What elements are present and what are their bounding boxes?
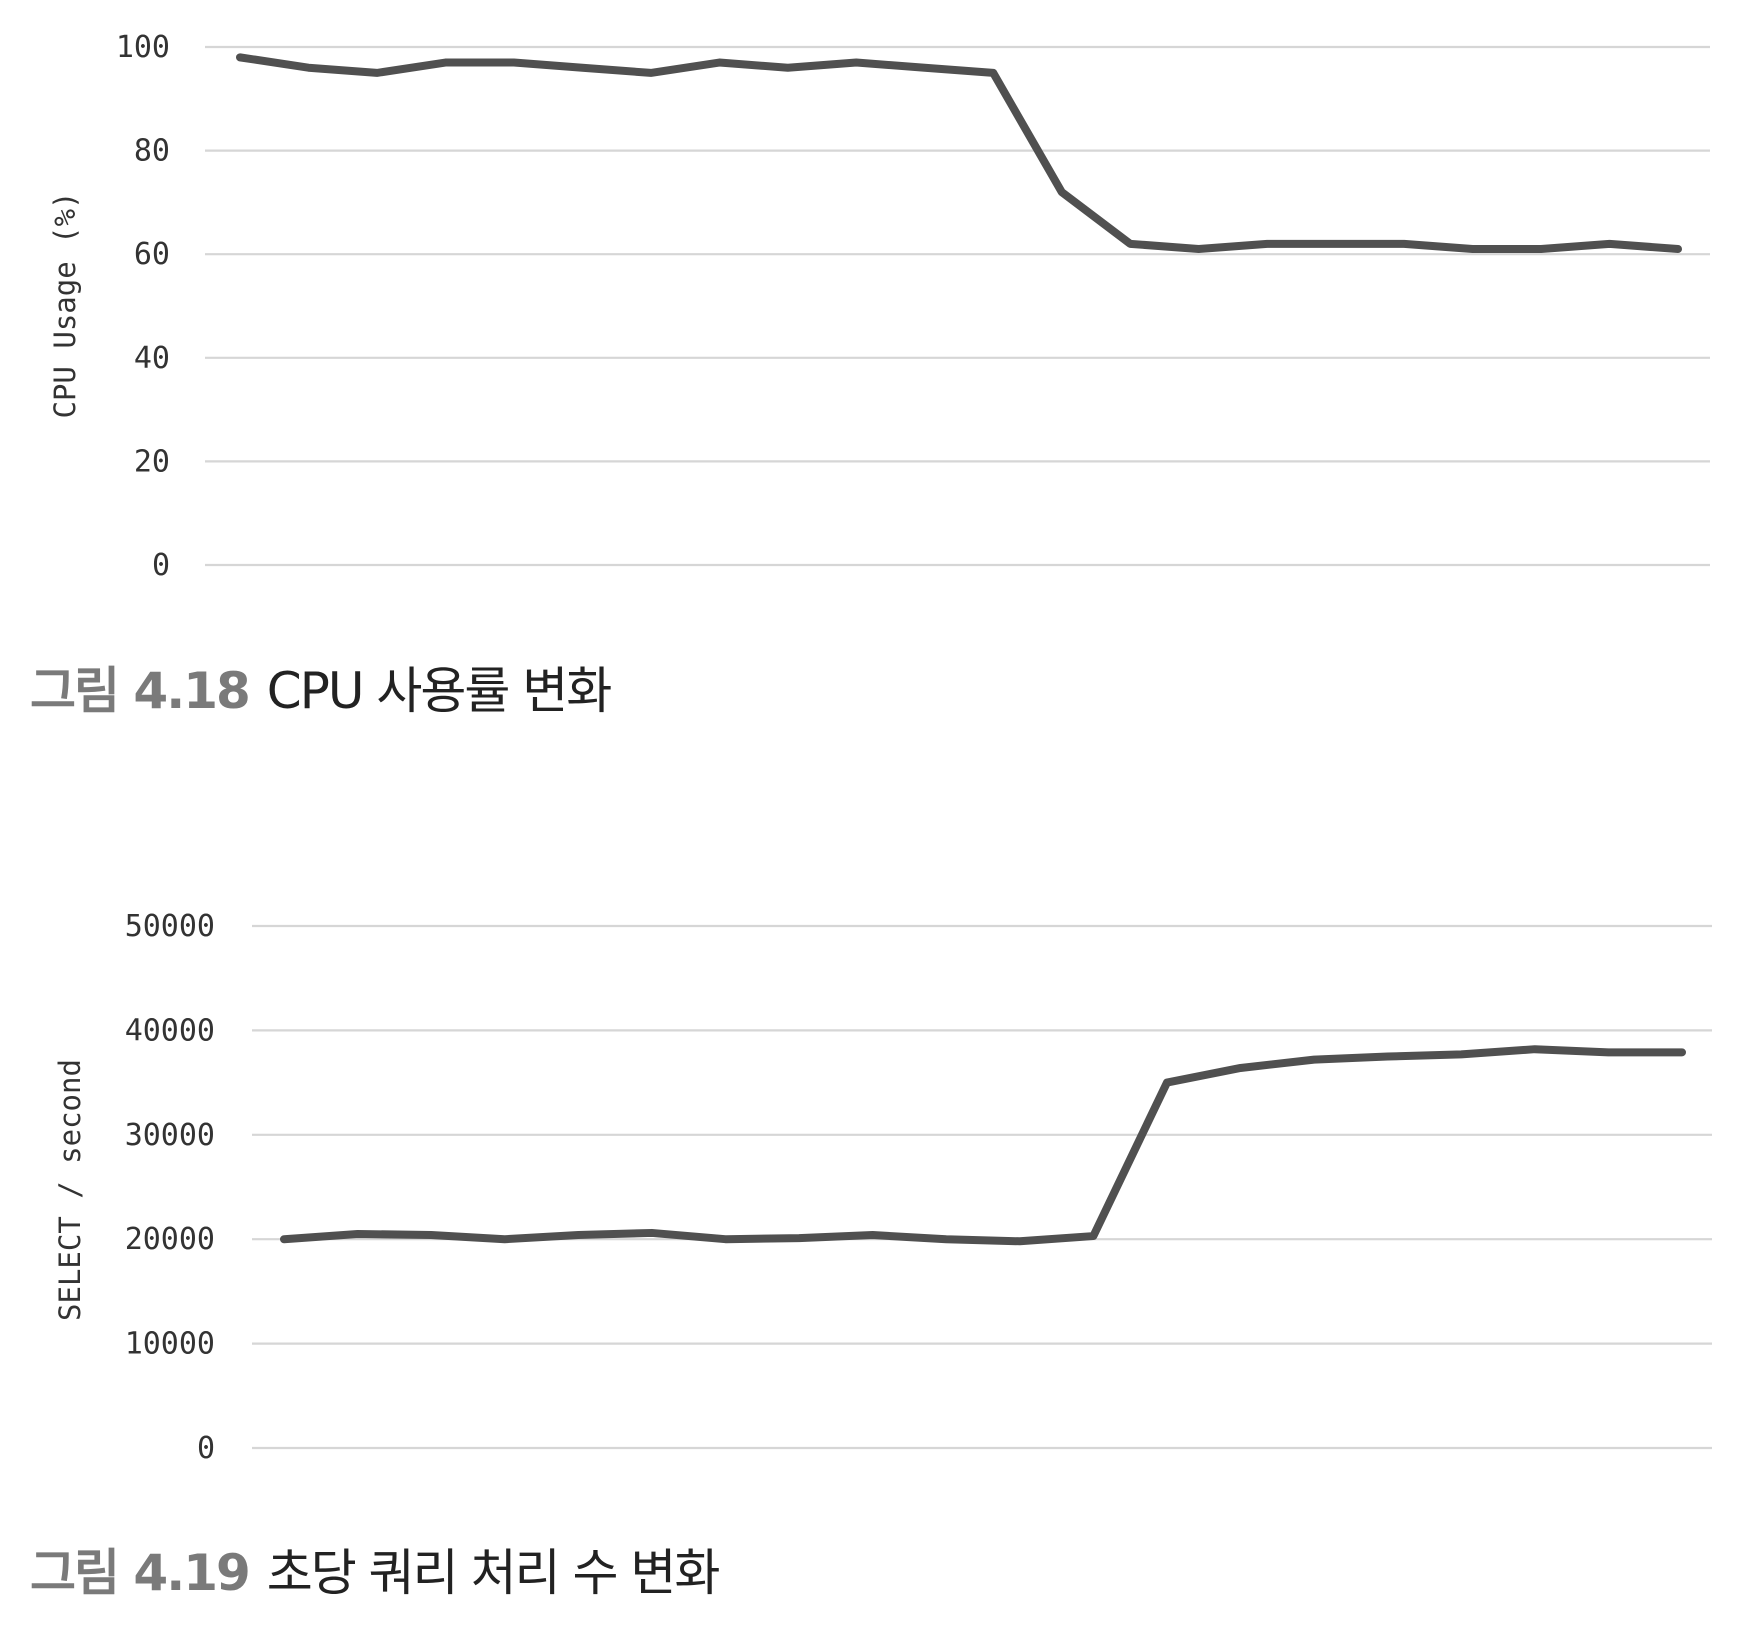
y-tick-label: 0: [197, 1431, 215, 1466]
data-point: [577, 1234, 579, 1236]
figure-caption-cpu: 그림 4.18 CPU 사용률 변화: [30, 662, 611, 720]
data-point: [1129, 243, 1131, 245]
figure-caption-queries: 그림 4.19 초당 쿼리 처리 수 변화: [30, 1544, 719, 1602]
data-point: [1677, 248, 1679, 250]
series-line: [236, 53, 1682, 254]
data-point: [1607, 1051, 1609, 1053]
data-point: [444, 62, 446, 64]
data-point: [357, 1233, 359, 1235]
data-point: [798, 1237, 800, 1239]
y-tick-label: 80: [134, 134, 170, 169]
caption-text: 초당 쿼리 처리 수 변화: [267, 1544, 720, 1602]
data-point: [1387, 1056, 1389, 1057]
data-point: [1061, 191, 1063, 193]
cpu-usage-chart: 0 20 40 60 80 100 CPU Usage (%): [48, 30, 1710, 583]
y-tick-label: 100: [116, 30, 170, 65]
data-point: [1335, 243, 1337, 245]
data-point: [1092, 1235, 1094, 1237]
data-point: [504, 1238, 506, 1240]
data-point: [872, 1234, 874, 1236]
data-point: [1472, 248, 1474, 250]
y-tick-label: 40000: [125, 1013, 215, 1048]
data-point: [513, 62, 515, 64]
data-point: [718, 62, 720, 64]
data-point: [1266, 243, 1268, 245]
data-point: [1681, 1051, 1683, 1053]
data-point: [1166, 1082, 1168, 1084]
data-point: [239, 56, 241, 58]
data-point: [1313, 1059, 1315, 1061]
y-tick-label: 30000: [125, 1118, 215, 1153]
caption-text: CPU 사용률 변화: [267, 662, 611, 720]
y-tick-label: 40: [134, 341, 170, 376]
y-tick-label: 20000: [125, 1222, 215, 1257]
caption-number: 그림 4.19: [30, 1544, 249, 1602]
data-point: [787, 67, 789, 69]
data-point: [650, 72, 652, 74]
select-per-second-chart: 0 10000 20000 30000 40000 50000 SELECT / seco…: [53, 909, 1712, 1466]
data-point: [724, 1238, 726, 1240]
data-point: [283, 1238, 285, 1240]
data-point: [1019, 1240, 1021, 1242]
data-point: [1198, 248, 1200, 250]
y-tick-label: 0: [152, 548, 170, 583]
data-point: [1460, 1053, 1462, 1055]
y-tick-label: 50000: [125, 909, 215, 944]
y-axis-label: CPU Usage (%): [48, 192, 82, 419]
y-tick-label: 60: [134, 237, 170, 272]
data-point: [430, 1234, 432, 1236]
data-point: [307, 67, 309, 69]
y-tick-label: 20: [134, 444, 170, 479]
series-line: [280, 1045, 1686, 1246]
data-point: [651, 1232, 653, 1234]
data-point: [1240, 1067, 1242, 1069]
data-point: [581, 67, 583, 69]
y-tick-label: 10000: [125, 1327, 215, 1362]
data-point: [1534, 1048, 1536, 1050]
caption-number: 그림 4.18: [30, 662, 249, 720]
data-point: [992, 72, 994, 74]
data-point: [1540, 248, 1542, 250]
data-point: [1403, 243, 1405, 245]
data-point: [945, 1238, 947, 1240]
data-point: [1609, 243, 1611, 245]
y-axis-label: SELECT / second: [53, 1059, 87, 1321]
data-point: [924, 67, 926, 69]
data-point: [855, 62, 857, 64]
data-point: [376, 72, 378, 74]
